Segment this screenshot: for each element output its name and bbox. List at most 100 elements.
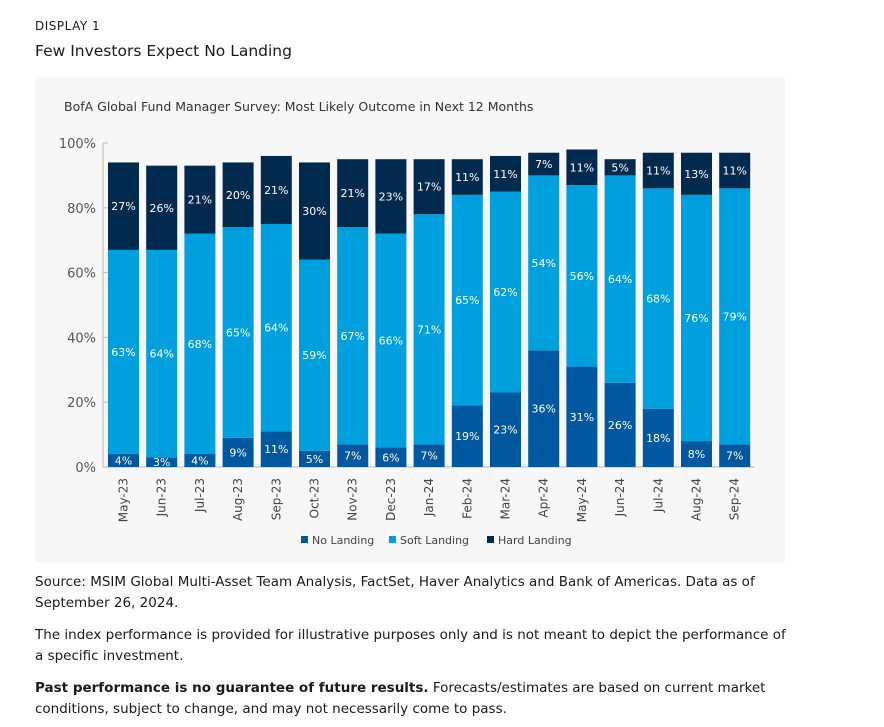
legend-label: Soft Landing <box>400 534 469 547</box>
data-label: 18% <box>646 432 670 445</box>
bar-no-landing <box>681 441 712 467</box>
index-disclaimer: The index performance is provided for il… <box>35 627 786 664</box>
bar-hard-landing <box>337 159 369 228</box>
data-label: 7% <box>344 450 361 463</box>
bar-soft-landing <box>375 233 407 448</box>
bar-no-landing <box>222 437 254 467</box>
data-label: 11% <box>722 165 746 178</box>
data-label: 23% <box>493 424 517 437</box>
bar-soft-landing <box>528 175 560 351</box>
data-label: 17% <box>417 181 441 194</box>
bar-no-landing <box>566 366 598 467</box>
data-label: 54% <box>531 257 555 270</box>
data-label: 67% <box>340 330 364 343</box>
data-label: 68% <box>188 338 212 351</box>
bar-hard-landing <box>260 155 292 224</box>
data-label: 71% <box>417 323 441 336</box>
data-label: 7% <box>726 450 743 463</box>
data-label: 13% <box>684 168 708 181</box>
data-label: 64% <box>149 348 173 361</box>
y-tick-label: 0% <box>75 461 96 476</box>
bar-no-landing <box>604 382 636 467</box>
data-label: 11% <box>646 165 670 178</box>
bar-no-landing <box>146 457 178 467</box>
bar-no-landing <box>375 447 407 467</box>
x-tick-label: Aug-24 <box>690 478 704 521</box>
data-label: 4% <box>115 455 132 468</box>
data-label: 19% <box>455 430 479 443</box>
data-label: 66% <box>379 335 403 348</box>
data-label: 21% <box>264 184 288 197</box>
bar-soft-landing <box>413 214 445 445</box>
bar-soft-landing <box>184 233 216 455</box>
bar-no-landing <box>184 454 216 467</box>
data-label: 26% <box>149 202 173 215</box>
source-note: Source: MSIM Global Multi-Asset Team Ana… <box>35 574 755 611</box>
data-label: 65% <box>226 327 250 340</box>
bar-hard-landing <box>490 155 521 192</box>
data-label: 7% <box>420 450 437 463</box>
data-label: 64% <box>608 273 632 286</box>
x-tick-label: May-23 <box>117 478 131 522</box>
bar-soft-landing <box>299 259 330 451</box>
bar-hard-landing <box>375 159 407 234</box>
data-label: 65% <box>455 294 479 307</box>
data-label: 20% <box>226 189 250 202</box>
x-tick-label: Apr-24 <box>537 478 551 518</box>
bar-no-landing <box>413 444 445 467</box>
bar-soft-landing <box>490 191 521 393</box>
figure-title: Few Investors Expect No Landing <box>35 42 292 60</box>
bar-soft-landing <box>146 249 178 458</box>
past-performance-rest: Forecasts/estimates are based on current… <box>35 680 766 717</box>
data-label: 30% <box>302 205 326 218</box>
bar-hard-landing <box>413 159 445 215</box>
data-label: 64% <box>264 322 288 335</box>
bar-soft-landing <box>108 249 139 455</box>
bar-no-landing <box>260 431 292 467</box>
y-tick-label: 80% <box>67 202 96 217</box>
performance-disclaimer: Past performance is no guarantee of futu… <box>35 678 795 720</box>
bar-soft-landing <box>260 224 292 432</box>
bar-hard-landing <box>222 162 254 228</box>
legend-swatch <box>487 536 494 543</box>
x-tick-label: Sep-24 <box>728 478 742 520</box>
data-label: 23% <box>379 190 403 203</box>
data-label: 36% <box>531 403 555 416</box>
data-label: 11% <box>264 443 288 456</box>
bar-no-landing <box>299 450 330 467</box>
bar-hard-landing <box>719 152 751 189</box>
bar-hard-landing <box>528 152 560 176</box>
x-tick-label: Mar-24 <box>499 478 513 519</box>
legend-swatch <box>301 536 308 543</box>
data-label: 76% <box>684 312 708 325</box>
data-label: 21% <box>340 187 364 200</box>
data-label: 9% <box>229 446 246 459</box>
data-label: 59% <box>302 349 326 362</box>
x-tick-label: Oct-23 <box>308 478 322 518</box>
x-tick-label: Jul-23 <box>193 478 207 513</box>
data-label: 7% <box>535 158 552 171</box>
data-label: 8% <box>688 448 705 461</box>
legend-label: No Landing <box>312 534 374 547</box>
data-label: 6% <box>382 451 399 464</box>
y-tick-label: 100% <box>59 137 96 152</box>
bar-hard-landing <box>604 159 636 176</box>
chart-title: BofA Global Fund Manager Survey: Most Li… <box>64 99 534 114</box>
bar-soft-landing <box>451 194 483 406</box>
y-tick-label: 20% <box>67 396 96 411</box>
x-tick-label: Sep-23 <box>269 478 283 520</box>
data-label: 4% <box>191 455 208 468</box>
bar-no-landing <box>490 392 521 467</box>
x-tick-label: Dec-23 <box>384 478 398 521</box>
x-tick-label: Jun-24 <box>613 478 627 517</box>
bar-soft-landing <box>604 175 636 383</box>
bar-no-landing <box>108 454 139 467</box>
bar-no-landing <box>451 405 483 467</box>
data-label: 79% <box>722 310 746 323</box>
data-label: 11% <box>570 161 594 174</box>
bar-soft-landing <box>566 185 598 367</box>
data-label: 11% <box>455 171 479 184</box>
data-label: 26% <box>608 419 632 432</box>
past-performance-bold: Past performance is no guarantee of futu… <box>35 680 429 696</box>
bar-hard-landing <box>108 162 139 250</box>
